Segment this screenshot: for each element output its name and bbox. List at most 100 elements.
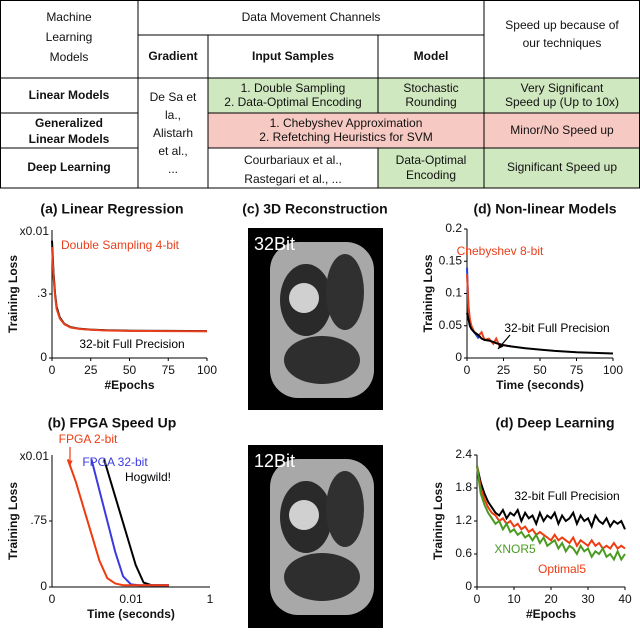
y-axis-label: Training Loss: [6, 255, 20, 333]
header-text: Input Samples: [252, 49, 334, 63]
ct-image: 12Bit: [248, 445, 383, 628]
y-tick-label: 1.2: [455, 513, 472, 527]
cell-text: Rastegari et al., ...: [244, 172, 341, 186]
cell-text: Encoding: [406, 168, 456, 182]
chart-title: (b) FPGA Speed Up: [48, 415, 177, 431]
cell-bg: [484, 78, 640, 113]
series-label: FPGA 32-bit: [82, 455, 148, 469]
cell-text: Alistarh: [153, 126, 193, 140]
y-axis-label: Training Loss: [421, 254, 435, 332]
header-text: Models: [50, 50, 89, 64]
y-tick-label: .3: [37, 286, 47, 300]
y-tick-label: 2.4: [455, 447, 472, 461]
x-axis-label: Time (seconds): [496, 378, 584, 392]
series-line: [476, 465, 626, 530]
cell-text: 1. Chebyshev Approximation: [270, 116, 423, 130]
header-text: Gradient: [148, 49, 197, 63]
series-label: FPGA 2-bit: [59, 432, 118, 446]
cell-text: la.,: [165, 108, 181, 122]
y-tick-label: 0.2: [445, 221, 462, 235]
x-tick-label: 0: [464, 363, 471, 377]
lung: [284, 553, 360, 601]
x-tick-label: 30: [581, 592, 595, 606]
x-axis-label: #Epochs: [526, 607, 576, 621]
header-text: Learning: [46, 30, 93, 44]
series-line: [51, 247, 208, 333]
series-line: [466, 312, 614, 355]
y-multiplier: x0.01: [20, 224, 50, 238]
x-tick-label: 0: [49, 592, 56, 606]
arrow-head: [67, 460, 73, 466]
x-tick-label: 0.01: [119, 592, 143, 606]
cell-text: ...: [168, 162, 178, 176]
cell-bg: [208, 78, 378, 113]
x-tick-label: 0: [49, 363, 56, 377]
table: Machine Learning Models Data Movement Ch…: [0, 0, 640, 189]
organ: [289, 283, 319, 313]
y-tick-label: 0.6: [455, 546, 472, 560]
series-line: [51, 240, 208, 333]
x-tick-label: 100: [197, 363, 217, 377]
header-text: Speed up because of: [505, 18, 619, 32]
y-tick-label: 0.05: [439, 318, 463, 332]
series-label: Hogwild!: [125, 470, 171, 484]
series-label: 32-bit Full Precision: [514, 489, 619, 503]
x-axis-label: Time (seconds): [87, 607, 175, 621]
y-tick-label: 0: [465, 579, 472, 593]
image-label: 32Bit: [254, 234, 295, 254]
row-label: Generalized: [35, 116, 103, 130]
x-tick-label: 0: [474, 592, 481, 606]
y-tick-label: 1.8: [455, 480, 472, 494]
panel-title: (c) 3D Reconstruction: [242, 201, 387, 217]
header-text: our techniques: [523, 36, 602, 50]
series-line: [476, 465, 626, 562]
x-tick-label: 25: [497, 363, 511, 377]
y-tick-label: 0.15: [439, 253, 463, 267]
ct-image: 32Bit: [248, 228, 383, 410]
x-tick-label: 1: [207, 592, 214, 606]
series-label: XNOR5: [494, 542, 536, 556]
y-tick-label: 0: [455, 350, 462, 364]
row-label: Deep Learning: [27, 160, 110, 174]
cell-text: 2. Data-Optimal Encoding: [224, 95, 361, 109]
y-axis-label: Training Loss: [6, 482, 20, 560]
header-text: Model: [414, 49, 449, 63]
x-tick-label: 50: [123, 363, 137, 377]
chart-title: (a) Linear Regression: [40, 201, 183, 217]
row-label: Linear Models: [29, 88, 110, 102]
cell-text: Very Significant: [521, 81, 604, 95]
y-tick-label: 0: [40, 579, 47, 593]
series-line: [476, 465, 626, 550]
x-tick-label: 25: [84, 363, 98, 377]
chart-title: (d) Non-linear Models: [473, 201, 616, 217]
lung: [326, 471, 364, 547]
row-label: Linear Models: [29, 132, 110, 146]
cell-text: Stochastic: [403, 81, 458, 95]
x-tick-label: 100: [603, 363, 623, 377]
x-tick-label: 75: [570, 363, 584, 377]
image-label: 12Bit: [254, 451, 295, 471]
x-tick-label: 50: [533, 363, 547, 377]
cell-text: 2. Refetching Heuristics for SVM: [259, 130, 432, 144]
y-tick-label: 0: [40, 350, 47, 364]
cell-bg: [208, 113, 484, 148]
y-tick-label: 0.1: [445, 286, 462, 300]
series-label: Optimal5: [538, 562, 586, 576]
cell-text: Speed up (Up to 10x): [505, 95, 619, 109]
series-label: 32-bit Full Precision: [79, 337, 184, 351]
chart-title: (d) Deep Learning: [495, 415, 614, 431]
cell-text: Significant Speed up: [507, 160, 617, 174]
lung: [284, 336, 360, 384]
cell-text: Minor/No Speed up: [510, 123, 614, 137]
cell-bg: [484, 148, 640, 188]
series-line: [466, 274, 511, 348]
cell-bg: [484, 113, 640, 148]
series-label: 32-bit Full Precision: [504, 321, 609, 335]
y-tick-label: .75: [30, 513, 47, 527]
header-text: Machine: [46, 10, 92, 24]
y-multiplier: x0.01: [20, 449, 50, 463]
x-tick-label: 20: [544, 592, 558, 606]
series-line: [66, 459, 169, 587]
cell-text: et al.,: [158, 144, 187, 158]
